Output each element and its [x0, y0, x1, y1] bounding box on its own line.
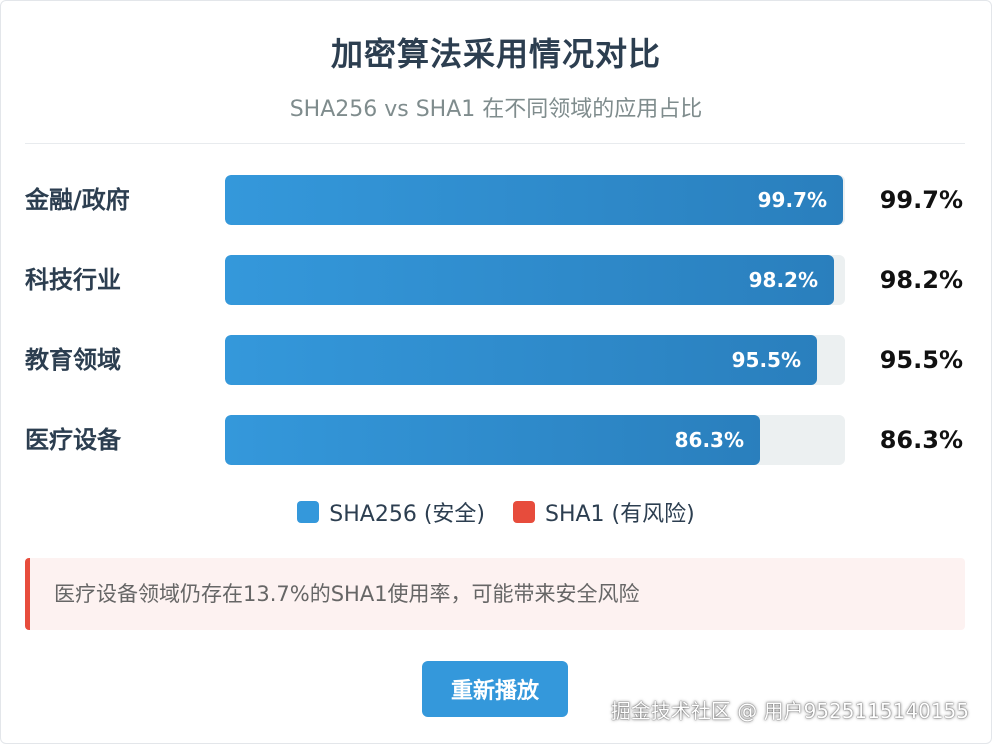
chart-title: 加密算法采用情况对比: [330, 35, 661, 73]
legend-label-sha256: SHA256 (安全): [329, 502, 485, 527]
bar-sha256: [225, 335, 817, 385]
bar-row: 教育领域 95.5% 95.5%: [1, 335, 991, 385]
bar-data-label: 95.5%: [731, 348, 801, 372]
bar-data-label: 86.3%: [674, 428, 744, 452]
replay-button[interactable]: 重新播放: [422, 661, 568, 717]
warning-alert-text: 医疗设备领域仍存在13.7%的SHA1使用率，可能带来安全风险: [54, 582, 640, 606]
row-value-label: 98.2%: [879, 266, 963, 294]
category-label: 教育领域: [25, 346, 121, 374]
category-label: 科技行业: [25, 266, 121, 294]
bar-data-label: 99.7%: [757, 188, 827, 212]
divider: [25, 143, 965, 144]
legend-item-sha256: SHA256 (安全): [297, 496, 485, 528]
bar-row: 科技行业 98.2% 98.2%: [1, 255, 991, 305]
legend: SHA256 (安全) SHA1 (有风险): [1, 495, 991, 529]
watermark: 掘金技术社区 @ 用户9525115140155: [610, 699, 969, 723]
bar-track: 99.7%: [225, 175, 845, 225]
category-label: 金融/政府: [25, 186, 130, 214]
bar-row: 金融/政府 99.7% 99.7%: [1, 175, 991, 225]
row-value-label: 86.3%: [879, 426, 963, 454]
bar-data-label: 98.2%: [748, 268, 818, 292]
bar-track: 95.5%: [225, 335, 845, 385]
chart-subtitle: SHA256 vs SHA1 在不同领域的应用占比: [289, 97, 703, 122]
bar-sha256: [225, 255, 834, 305]
row-value-label: 95.5%: [879, 346, 963, 374]
bar-track: 98.2%: [225, 255, 845, 305]
legend-swatch-sha1: [513, 501, 535, 523]
legend-swatch-sha256: [297, 501, 320, 523]
bar-sha256: [225, 415, 760, 465]
bar-track: 86.3%: [225, 415, 845, 465]
bar-row: 医疗设备 86.3% 86.3%: [1, 415, 991, 465]
row-value-label: 99.7%: [879, 186, 963, 214]
warning-alert: 医疗设备领域仍存在13.7%的SHA1使用率，可能带来安全风险: [25, 558, 965, 630]
legend-item-sha1: SHA1 (有风险): [513, 496, 695, 528]
category-label: 医疗设备: [25, 426, 121, 454]
legend-label-sha1: SHA1 (有风险): [545, 502, 695, 527]
bar-sha256: [225, 175, 843, 225]
